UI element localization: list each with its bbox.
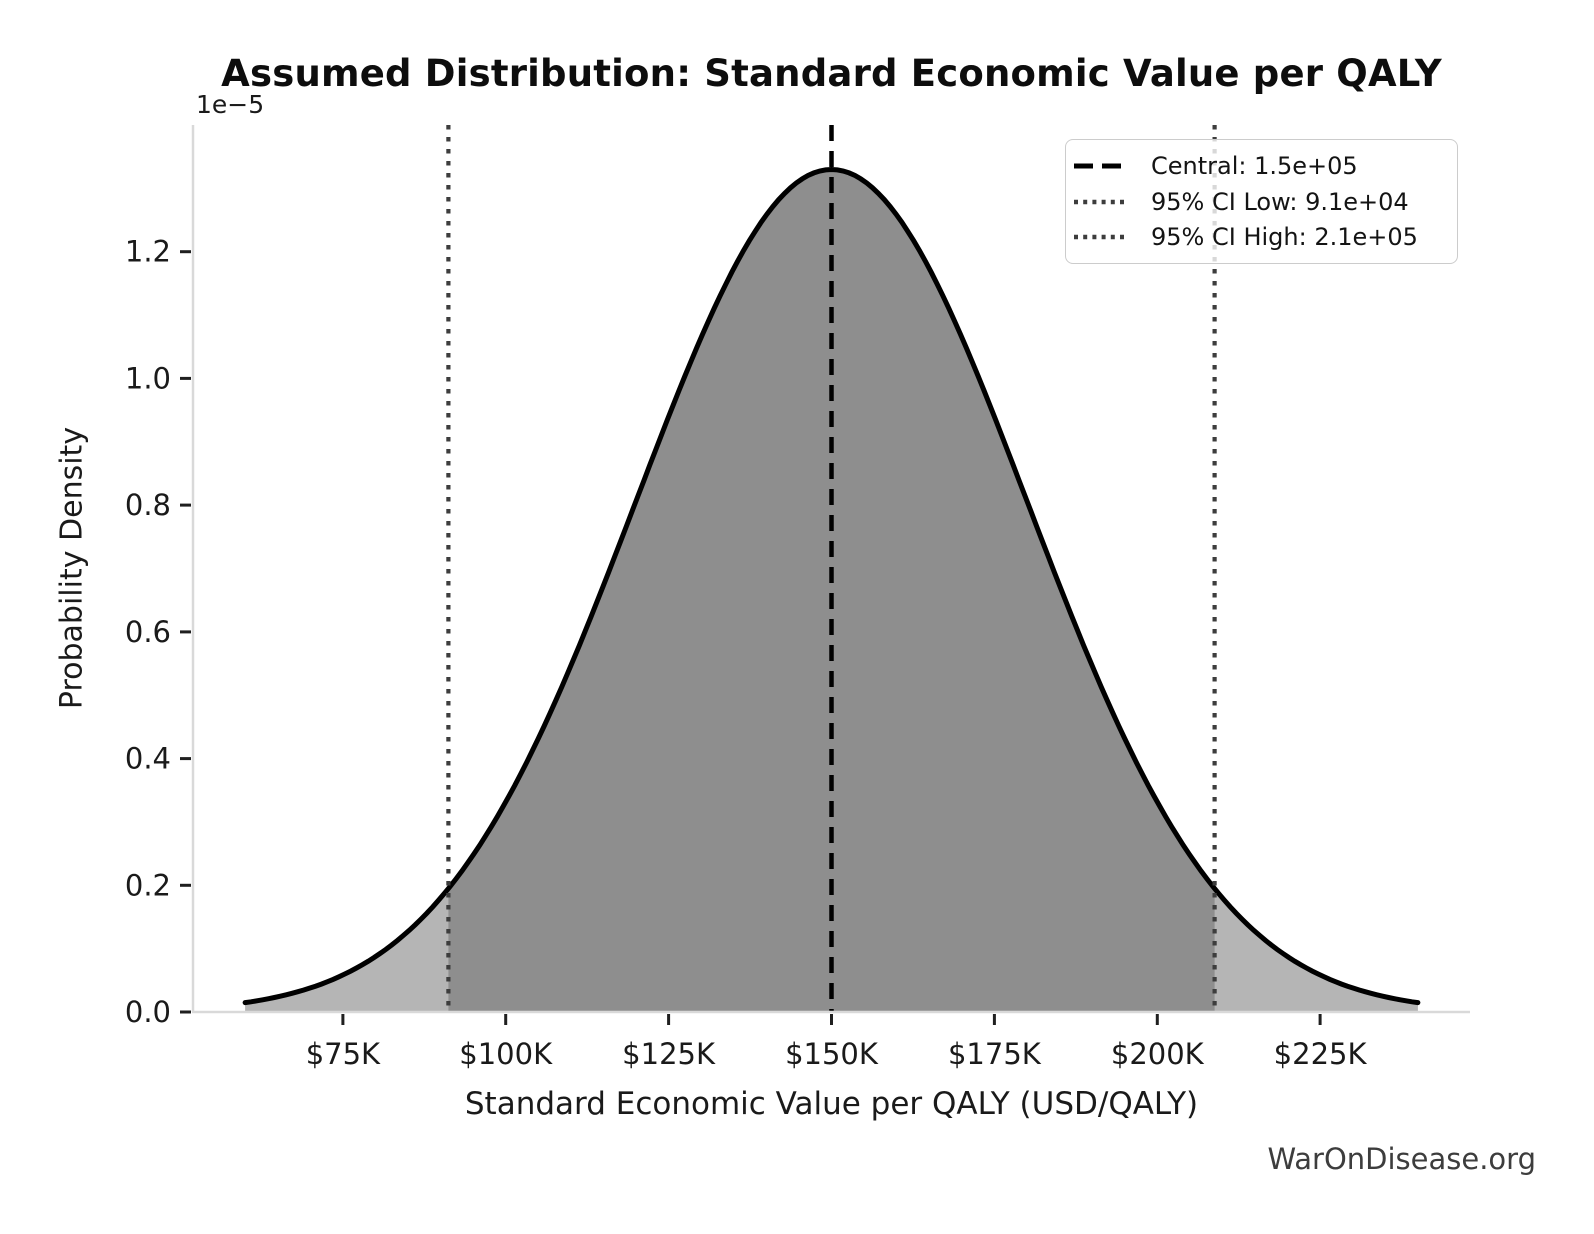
y-axis-scale-offset: 1e−5 <box>196 90 265 119</box>
legend-item-central: Central: 1.5e+05 <box>1074 149 1445 183</box>
y-tick-label: 0.0 <box>125 995 171 1029</box>
x-tick-label: $225K <box>1274 1037 1368 1071</box>
x-tick-label: $200K <box>1111 1037 1205 1071</box>
x-tick-label: $100K <box>459 1037 553 1071</box>
y-tick-label: 0.2 <box>125 868 171 902</box>
density-curve <box>242 166 1421 1006</box>
legend-label-ci-low: 95% CI Low: 9.1e+04 <box>1151 187 1409 216</box>
dotted-line-swatch <box>1074 234 1124 240</box>
y-tick-label: 0.4 <box>125 742 171 776</box>
x-tick-label: $150K <box>785 1037 879 1071</box>
y-axis-label: Probability Density <box>54 426 90 710</box>
x-axis-label: Standard Economic Value per QALY (USD/QA… <box>464 1086 1199 1122</box>
y-tick-label: 0.8 <box>125 488 171 522</box>
chart-title: Assumed Distribution: Standard Economic … <box>221 52 1442 95</box>
y-tick-label: 1.0 <box>125 361 171 395</box>
y-tick-label: 0.6 <box>125 615 171 649</box>
legend-item-ci-high: 95% CI High: 2.1e+05 <box>1074 220 1445 254</box>
y-tick-label: 1.2 <box>125 235 171 269</box>
legend-item-ci-low: 95% CI Low: 9.1e+04 <box>1074 185 1445 219</box>
x-tick-label: $175K <box>948 1037 1042 1071</box>
ci-band-fill <box>448 169 1215 1012</box>
watermark-text: WarOnDisease.org <box>1267 1142 1536 1176</box>
legend-box: Central: 1.5e+05 95% CI Low: 9.1e+04 95%… <box>1065 139 1458 264</box>
legend-label-central: Central: 1.5e+05 <box>1151 152 1358 180</box>
legend-label-ci-high: 95% CI High: 2.1e+05 <box>1151 223 1418 251</box>
x-tick-label: $125K <box>622 1037 716 1071</box>
dashed-line-swatch <box>1074 163 1124 169</box>
dotted-line-swatch <box>1074 199 1124 204</box>
x-tick-label: $75K <box>306 1037 381 1071</box>
